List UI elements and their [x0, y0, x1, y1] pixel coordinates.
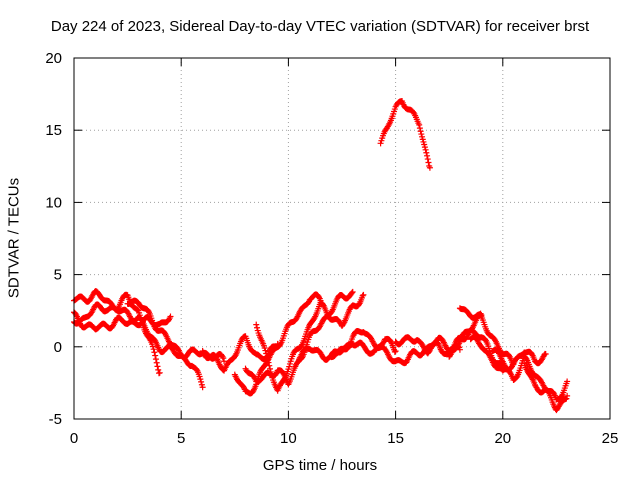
axis-ticks: 0 5 10 15 20 25 -5 0 5 10 15 20 [45, 50, 618, 447]
data-point [317, 297, 324, 304]
series-track-6 [253, 291, 367, 394]
x-tick-label: 0 [70, 430, 78, 447]
series-track-16 [521, 360, 571, 414]
data-point [197, 376, 204, 383]
data-point [150, 346, 157, 353]
data-point [422, 146, 429, 153]
data-point [348, 289, 355, 296]
data-point [426, 164, 433, 171]
x-tick-label: 5 [177, 430, 185, 447]
data-point [154, 363, 161, 370]
series-track-1 [71, 288, 163, 377]
y-tick-label: 5 [54, 267, 62, 284]
data-point [349, 288, 356, 295]
y-tick-label: 10 [45, 194, 62, 211]
data-point [418, 131, 425, 138]
series-track-3 [71, 301, 206, 391]
data-point [156, 369, 163, 376]
data-point [416, 121, 423, 128]
data-point [286, 360, 293, 367]
data-points [71, 98, 571, 414]
data-point [267, 365, 274, 372]
data-point [254, 324, 261, 331]
data-point [198, 378, 205, 385]
y-tick-label: 20 [45, 50, 62, 67]
data-point [392, 348, 399, 355]
chart-title: Day 224 of 2023, Sidereal Day-to-day VTE… [50, 18, 590, 35]
data-point [424, 156, 431, 163]
data-point [563, 395, 570, 402]
data-point [145, 307, 152, 314]
data-point [377, 140, 384, 147]
data-point [421, 144, 428, 151]
y-tick-label: 0 [54, 339, 62, 356]
series-track-5 [199, 333, 281, 374]
data-point [253, 321, 260, 328]
y-axis-label: SDTVAR / TECUs [5, 177, 23, 299]
data-point [416, 125, 423, 132]
data-point [151, 349, 158, 356]
y-tick-label: 15 [45, 122, 62, 139]
data-point [542, 351, 549, 358]
data-point [425, 159, 432, 166]
data-point [417, 128, 424, 135]
x-tick-label: 25 [602, 430, 619, 447]
data-point [286, 363, 293, 370]
x-tick-label: 15 [387, 430, 404, 447]
x-axis-label: GPS time / hours [262, 457, 378, 474]
data-point [199, 384, 206, 391]
data-point [152, 356, 159, 363]
data-point [564, 392, 571, 399]
data-point [149, 343, 156, 350]
y-tick-label: -5 [49, 411, 62, 428]
data-point [153, 359, 160, 366]
series-track-13 [456, 305, 517, 368]
data-point [391, 348, 398, 355]
data-point [421, 141, 428, 148]
data-point [456, 346, 463, 353]
data-point [423, 149, 430, 156]
x-tick-label: 10 [280, 430, 297, 447]
data-point [316, 294, 323, 301]
data-point [152, 352, 159, 359]
data-point [424, 152, 431, 159]
data-point [263, 350, 270, 357]
data-point [359, 292, 366, 299]
data-point [221, 358, 228, 365]
data-point [262, 347, 269, 354]
series-track-17 [377, 98, 433, 171]
data-point [220, 355, 227, 362]
plot-frame [73, 57, 611, 420]
data-point [167, 313, 174, 320]
data-point [564, 378, 571, 385]
data-point [360, 291, 367, 298]
x-tick-label: 20 [494, 430, 511, 447]
